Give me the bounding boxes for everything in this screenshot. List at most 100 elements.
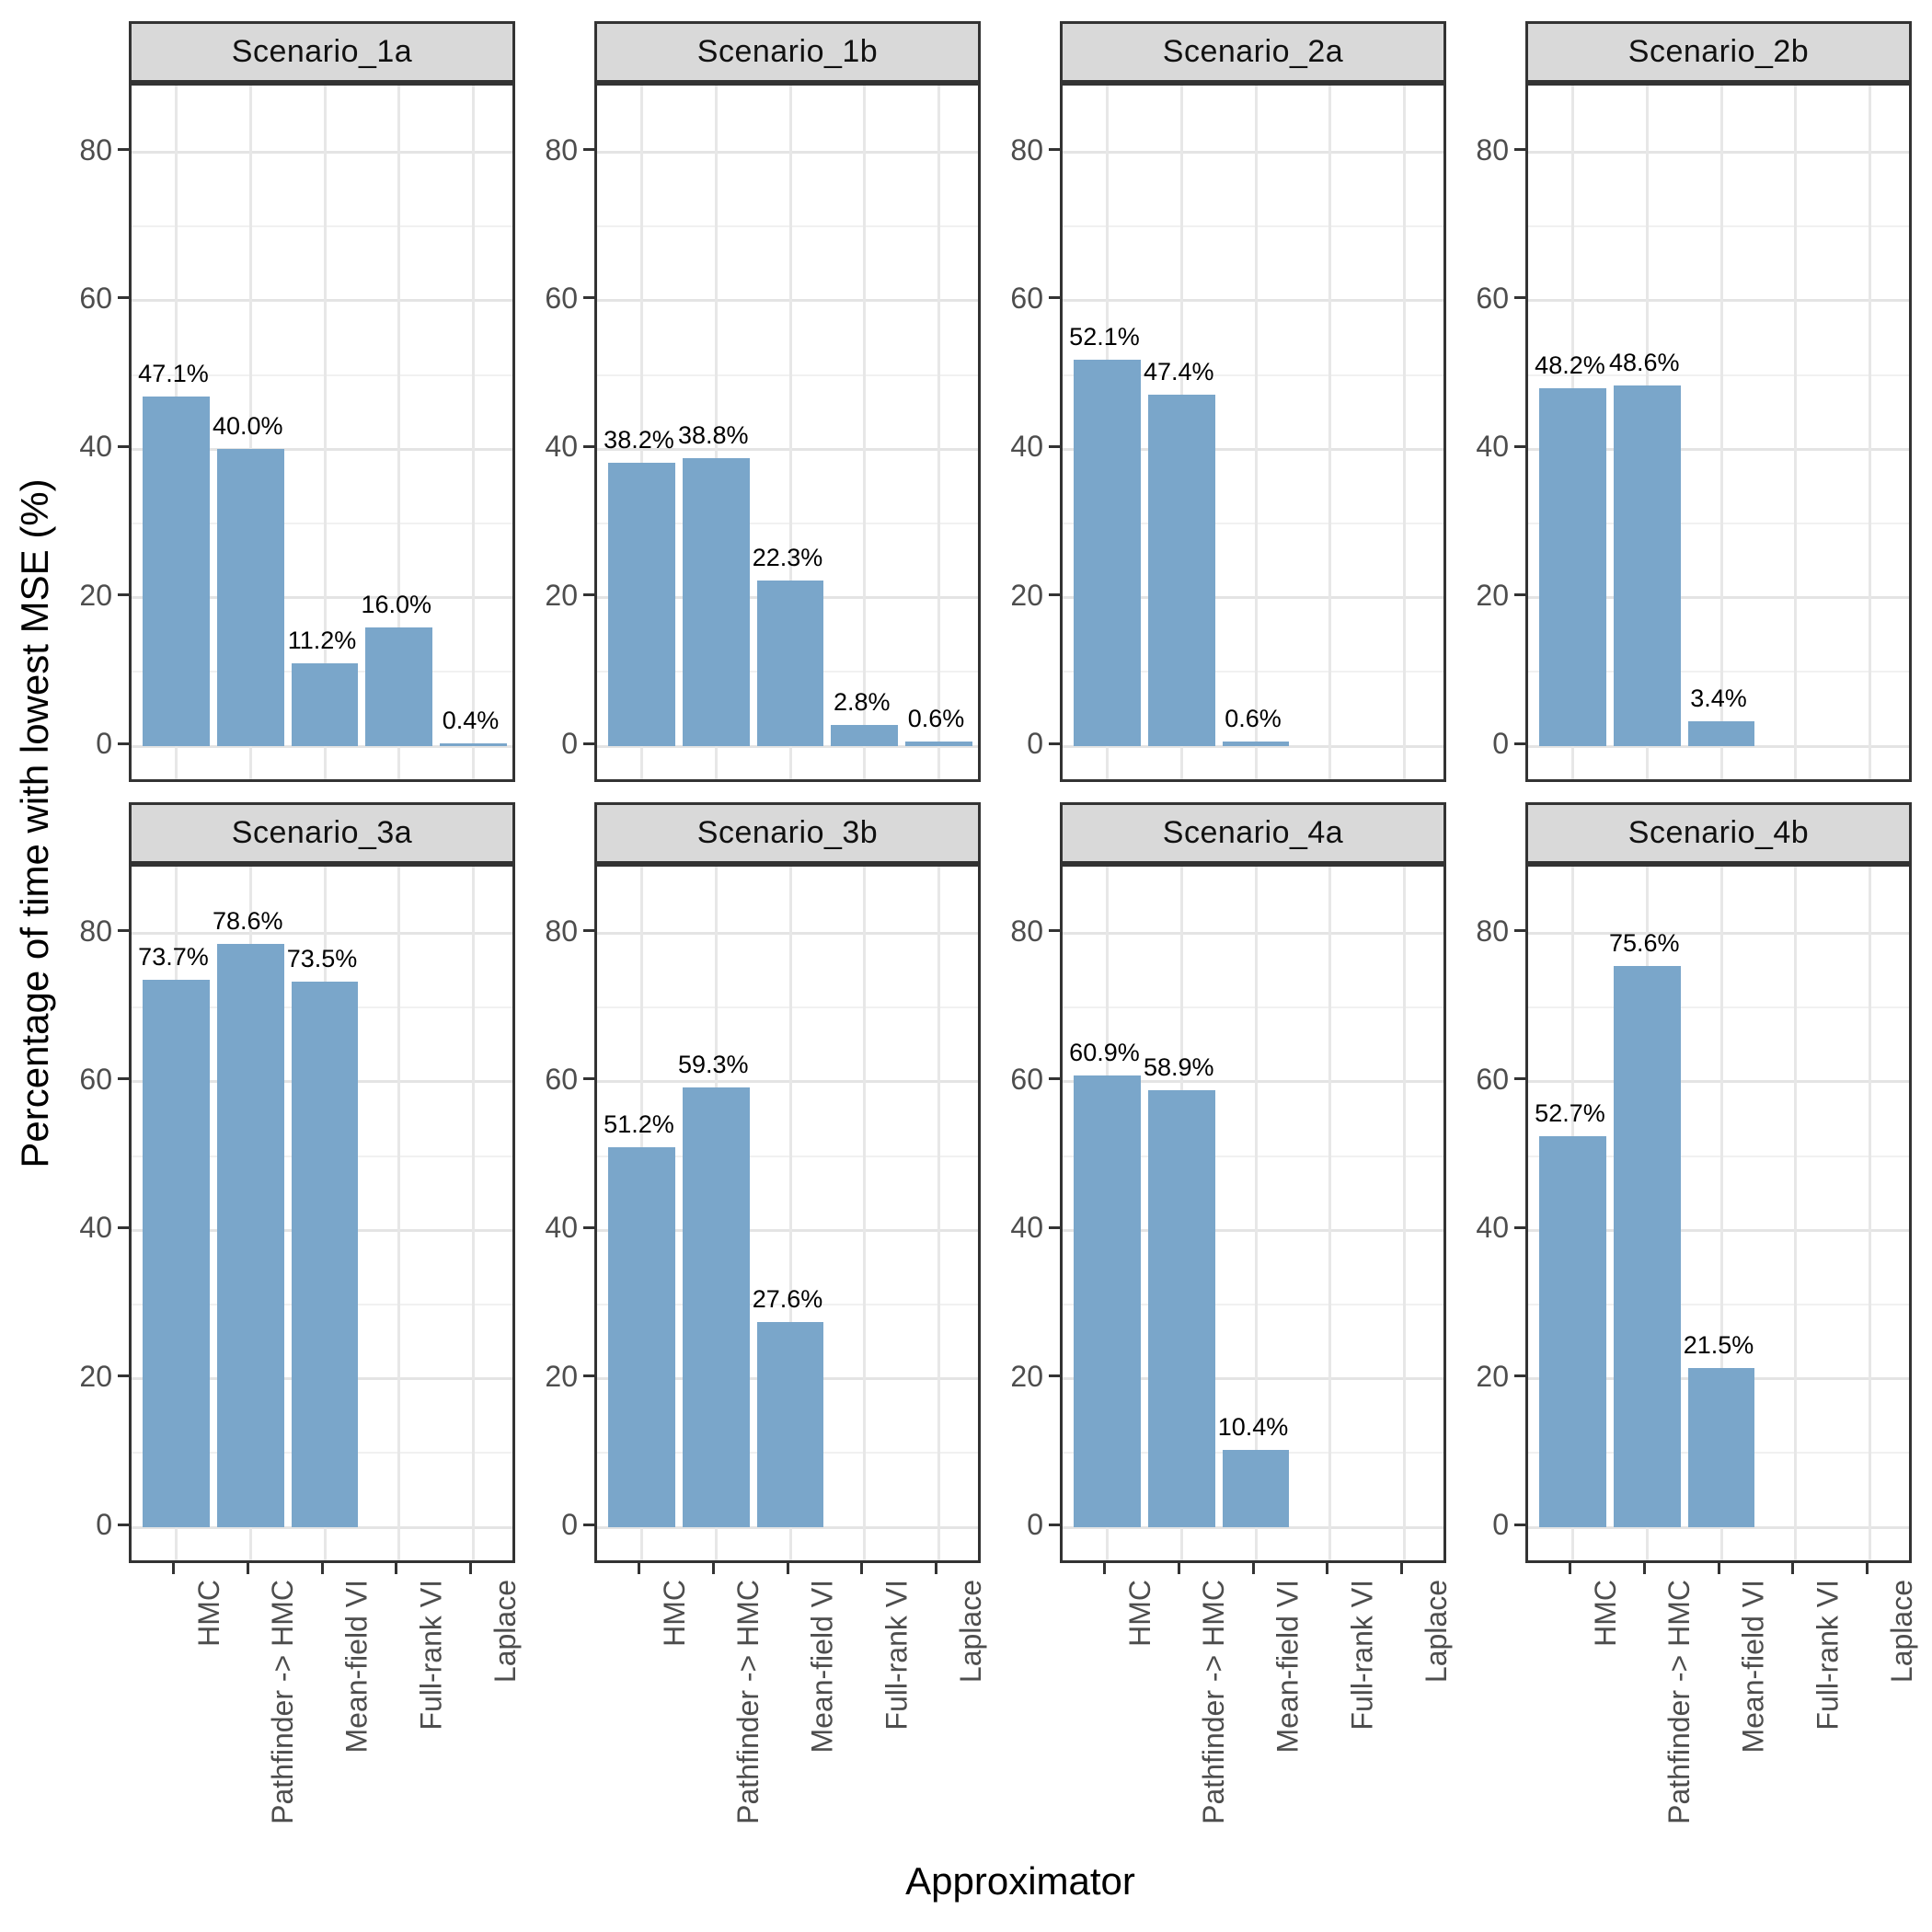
x-tick-label-text: Pathfinder -> HMC <box>1197 1580 1231 1824</box>
y-tick-label: 0 <box>1027 727 1043 761</box>
facet-strip-label: Scenario_2a <box>1162 34 1344 69</box>
x-tick-label-text: Mean-field VI <box>806 1580 839 1754</box>
facet-panel-scenario-2a <box>1060 83 1446 782</box>
y-axis-tick <box>118 742 129 745</box>
gridline-minor-h <box>1528 374 1909 376</box>
facet-panel-scenario-1a <box>129 83 515 782</box>
bar-value-label: 48.6% <box>1608 348 1680 376</box>
y-tick-label: 80 <box>1010 132 1043 167</box>
bar-hmc <box>608 1146 675 1528</box>
bar-value-label: 0.4% <box>442 706 500 734</box>
y-tick-label: 40 <box>1476 430 1509 464</box>
y-axis-tick <box>118 593 129 597</box>
y-axis-tick <box>118 444 129 448</box>
y-tick-label: 20 <box>545 1359 578 1393</box>
y-tick-label: 20 <box>79 1359 112 1393</box>
bar-value-label: 16.0% <box>361 590 432 618</box>
y-axis-tick <box>583 1225 594 1229</box>
y-axis-tick <box>1514 1374 1525 1378</box>
y-tick-label: 60 <box>545 1062 578 1096</box>
gridline-minor-h <box>1528 1006 1909 1009</box>
bar-value-label: 47.4% <box>1143 357 1214 385</box>
bar-value-label: 21.5% <box>1683 1330 1754 1359</box>
gridline-v-mean-field-vi <box>323 86 327 779</box>
bar-value-label: 52.7% <box>1535 1098 1605 1127</box>
x-axis-tick <box>1717 1563 1720 1574</box>
gridline-v-laplace <box>472 86 476 779</box>
x-axis-tick <box>711 1563 715 1574</box>
facet-strip-scenario-3b: Scenario_3b <box>594 802 981 864</box>
bar-value-label: 73.7% <box>138 943 209 972</box>
gridline-minor-h <box>597 374 978 376</box>
y-tick-label: 80 <box>545 132 578 167</box>
gridline-major-h <box>1528 1525 1909 1529</box>
gridline-v-pathfinder-hmc <box>714 86 718 779</box>
gridline-major-h <box>597 1080 978 1084</box>
gridline-major-h <box>597 447 978 451</box>
gridline-major-h <box>132 447 512 451</box>
y-axis-tick <box>118 1077 129 1081</box>
gridline-major-h <box>132 932 512 936</box>
bar-value-label: 38.2% <box>604 425 674 454</box>
y-axis-tick <box>118 296 129 300</box>
gridline-minor-h <box>1528 225 1909 228</box>
gridline-major-h <box>597 151 978 155</box>
y-tick-label: 60 <box>79 1062 112 1096</box>
y-axis-tick <box>1049 929 1060 933</box>
bar-value-label: 0.6% <box>1225 705 1282 733</box>
bar-value-label: 3.4% <box>1690 684 1747 712</box>
y-axis-tick <box>1049 593 1060 597</box>
bar-value-label: 51.2% <box>604 1110 674 1138</box>
y-axis-tick <box>1514 444 1525 448</box>
x-axis-tick <box>395 1563 398 1574</box>
x-tick-label-text: Laplace <box>1885 1580 1919 1684</box>
bar-full-rank-vi <box>831 725 899 747</box>
gridline-major-h <box>1063 1080 1443 1084</box>
bar-pathfinder-hmc <box>216 449 284 747</box>
gridline-major-h <box>1063 1228 1443 1232</box>
bar-mean-field-vi <box>291 662 359 747</box>
gridline-major-h <box>132 744 512 748</box>
y-axis-tick <box>118 929 129 933</box>
y-axis-tick <box>1514 742 1525 745</box>
facet-strip-label: Scenario_2b <box>1627 34 1810 69</box>
y-tick-label: 20 <box>545 578 578 612</box>
y-tick-label: 80 <box>1010 914 1043 948</box>
gridline-v-full-rank-vi <box>1328 86 1332 779</box>
y-axis-tick <box>1049 742 1060 745</box>
bar-value-label: 52.1% <box>1069 322 1140 351</box>
facet-panel-scenario-2b <box>1525 83 1912 782</box>
gridline-major-h <box>597 744 978 748</box>
gridline-major-h <box>1528 151 1909 155</box>
bar-hmc <box>1074 1075 1141 1528</box>
facet-panel-scenario-3a <box>129 864 515 1563</box>
x-axis-tick <box>469 1563 473 1574</box>
y-axis-tick <box>1049 444 1060 448</box>
x-tick-label-text: HMC <box>1588 1580 1622 1647</box>
y-tick-label: 40 <box>79 1211 112 1245</box>
y-tick-label: 0 <box>1027 1508 1043 1542</box>
facet-strip-label: Scenario_3a <box>231 815 413 850</box>
bar-value-label: 10.4% <box>1217 1413 1289 1442</box>
y-tick-label: 60 <box>1476 281 1509 315</box>
x-axis-tick <box>246 1563 249 1574</box>
facet-strip-label: Scenario_4a <box>1162 815 1344 850</box>
bar-mean-field-vi <box>291 982 359 1528</box>
gridline-minor-h <box>597 1155 978 1157</box>
gridline-v-full-rank-vi <box>863 86 867 779</box>
gridline-major-h <box>1528 744 1909 748</box>
bar-value-label: 58.9% <box>1143 1052 1214 1081</box>
bar-hmc <box>1539 1135 1606 1528</box>
gridline-v-mean-field-vi <box>1719 867 1723 1560</box>
bar-laplace <box>440 742 507 747</box>
gridline-minor-h <box>132 225 512 228</box>
y-axis-tick <box>1514 296 1525 300</box>
y-axis-tick <box>1049 1077 1060 1081</box>
gridline-v-full-rank-vi <box>1794 867 1798 1560</box>
y-tick-label: 20 <box>1476 578 1509 612</box>
x-axis-title: Approximator <box>905 1859 1135 1903</box>
gridline-major-h <box>1528 447 1909 451</box>
y-axis-tick <box>583 1077 594 1081</box>
bar-value-label: 0.6% <box>907 705 965 733</box>
gridline-v-hmc <box>639 86 643 779</box>
